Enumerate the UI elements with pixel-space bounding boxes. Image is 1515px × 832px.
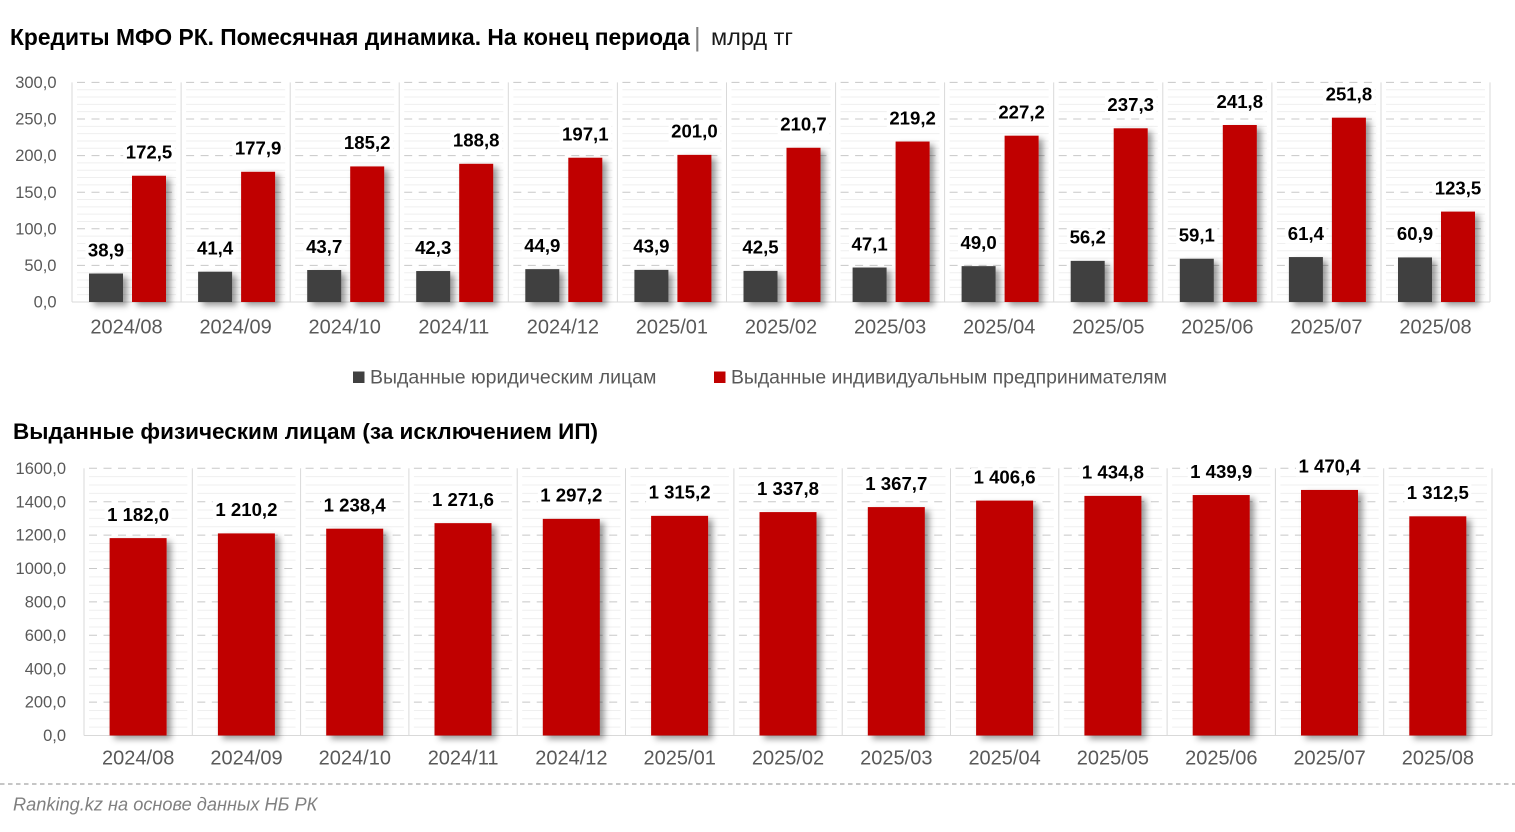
svg-text:Выданные физическим лицам (за: Выданные физическим лицам (за исключение… <box>13 419 598 444</box>
svg-text:1 238,4: 1 238,4 <box>324 495 387 516</box>
svg-text:2025/02: 2025/02 <box>745 317 817 339</box>
svg-text:2025/08: 2025/08 <box>1399 317 1471 339</box>
svg-text:38,9: 38,9 <box>88 239 124 260</box>
svg-text:2024/08: 2024/08 <box>102 748 174 770</box>
svg-text:200,0: 200,0 <box>25 694 66 712</box>
svg-text:Кредиты МФО РК. Помесячная дин: Кредиты МФО РК. Помесячная динамика. На … <box>10 24 690 50</box>
svg-text:2025/04: 2025/04 <box>968 748 1040 770</box>
svg-text:251,8: 251,8 <box>1326 84 1373 105</box>
svg-text:1 210,2: 1 210,2 <box>215 499 277 520</box>
svg-text:227,2: 227,2 <box>998 102 1045 123</box>
svg-text:177,9: 177,9 <box>235 138 282 159</box>
svg-text:0,0: 0,0 <box>34 294 57 312</box>
svg-text:1 367,7: 1 367,7 <box>865 473 927 494</box>
svg-text:250,0: 250,0 <box>15 111 56 129</box>
svg-text:1200,0: 1200,0 <box>16 527 66 545</box>
svg-text:43,7: 43,7 <box>306 236 342 257</box>
svg-text:2024/11: 2024/11 <box>418 317 489 339</box>
svg-text:59,1: 59,1 <box>1179 225 1215 246</box>
svg-text:Ranking.kz на основе данных НБ: Ranking.kz на основе данных НБ РК <box>13 795 319 815</box>
svg-text:800,0: 800,0 <box>25 594 66 612</box>
svg-text:2025/06: 2025/06 <box>1185 748 1257 770</box>
svg-text:1 182,0: 1 182,0 <box>107 504 169 525</box>
svg-text:2024/09: 2024/09 <box>199 317 271 339</box>
svg-text:2025/01: 2025/01 <box>636 317 708 339</box>
svg-text:1 470,4: 1 470,4 <box>1298 456 1361 477</box>
svg-text:2025/07: 2025/07 <box>1293 748 1365 770</box>
svg-text:Выданные индивидуальным предпр: Выданные индивидуальным предпринимателям <box>731 367 1167 389</box>
svg-text:2025/04: 2025/04 <box>963 317 1035 339</box>
svg-text:1 312,5: 1 312,5 <box>1407 482 1469 503</box>
svg-text:50,0: 50,0 <box>24 257 56 275</box>
svg-text:2024/10: 2024/10 <box>309 317 381 339</box>
svg-text:123,5: 123,5 <box>1435 177 1482 198</box>
svg-text:43,9: 43,9 <box>633 236 669 257</box>
svg-text:2024/08: 2024/08 <box>90 317 162 339</box>
svg-text:219,2: 219,2 <box>889 107 936 128</box>
svg-text:41,4: 41,4 <box>197 238 234 259</box>
svg-text:185,2: 185,2 <box>344 132 391 153</box>
svg-text:201,0: 201,0 <box>671 121 718 142</box>
svg-text:47,1: 47,1 <box>851 233 887 254</box>
svg-text:1 315,2: 1 315,2 <box>649 482 711 503</box>
svg-text:56,2: 56,2 <box>1070 227 1106 248</box>
svg-text:210,7: 210,7 <box>780 114 827 135</box>
svg-text:237,3: 237,3 <box>1107 94 1154 115</box>
svg-text:1 337,8: 1 337,8 <box>757 478 819 499</box>
svg-text:1400,0: 1400,0 <box>16 493 66 511</box>
svg-text:2024/12: 2024/12 <box>527 317 599 339</box>
svg-text:200,0: 200,0 <box>15 147 56 165</box>
svg-text:2024/11: 2024/11 <box>428 748 499 770</box>
svg-text:|: | <box>694 24 701 52</box>
svg-text:188,8: 188,8 <box>453 130 500 151</box>
svg-text:2025/05: 2025/05 <box>1072 317 1144 339</box>
svg-text:1 271,6: 1 271,6 <box>432 489 494 510</box>
svg-text:2025/03: 2025/03 <box>854 317 926 339</box>
svg-text:2025/01: 2025/01 <box>644 748 716 770</box>
svg-text:2025/02: 2025/02 <box>752 748 824 770</box>
svg-text:400,0: 400,0 <box>25 660 66 678</box>
svg-text:2025/03: 2025/03 <box>860 748 932 770</box>
svg-text:600,0: 600,0 <box>25 627 66 645</box>
svg-text:2025/07: 2025/07 <box>1290 317 1362 339</box>
svg-text:млрд тг: млрд тг <box>711 24 793 50</box>
svg-text:42,5: 42,5 <box>742 237 778 258</box>
svg-text:300,0: 300,0 <box>15 74 56 92</box>
svg-text:197,1: 197,1 <box>562 124 609 145</box>
svg-text:241,8: 241,8 <box>1217 91 1264 112</box>
svg-text:1 439,9: 1 439,9 <box>1190 461 1252 482</box>
svg-text:0,0: 0,0 <box>43 727 66 745</box>
svg-text:150,0: 150,0 <box>15 184 56 202</box>
svg-text:2024/12: 2024/12 <box>535 748 607 770</box>
svg-text:1 434,8: 1 434,8 <box>1082 462 1144 483</box>
svg-text:60,9: 60,9 <box>1397 223 1433 244</box>
svg-text:2025/08: 2025/08 <box>1402 748 1474 770</box>
svg-text:100,0: 100,0 <box>15 220 56 238</box>
svg-text:2024/10: 2024/10 <box>319 748 391 770</box>
svg-text:61,4: 61,4 <box>1288 223 1325 244</box>
svg-text:49,0: 49,0 <box>960 232 996 253</box>
svg-text:Выданные юридическим лицам: Выданные юридическим лицам <box>370 367 656 389</box>
svg-text:42,3: 42,3 <box>415 237 451 258</box>
svg-text:1 406,6: 1 406,6 <box>974 466 1036 487</box>
svg-text:2024/09: 2024/09 <box>210 748 282 770</box>
svg-text:2025/06: 2025/06 <box>1181 317 1253 339</box>
svg-text:2025/05: 2025/05 <box>1077 748 1149 770</box>
svg-text:1000,0: 1000,0 <box>16 560 66 578</box>
svg-text:1600,0: 1600,0 <box>16 460 66 478</box>
svg-text:44,9: 44,9 <box>524 235 560 256</box>
svg-text:172,5: 172,5 <box>126 142 173 163</box>
svg-text:1 297,2: 1 297,2 <box>540 485 602 506</box>
